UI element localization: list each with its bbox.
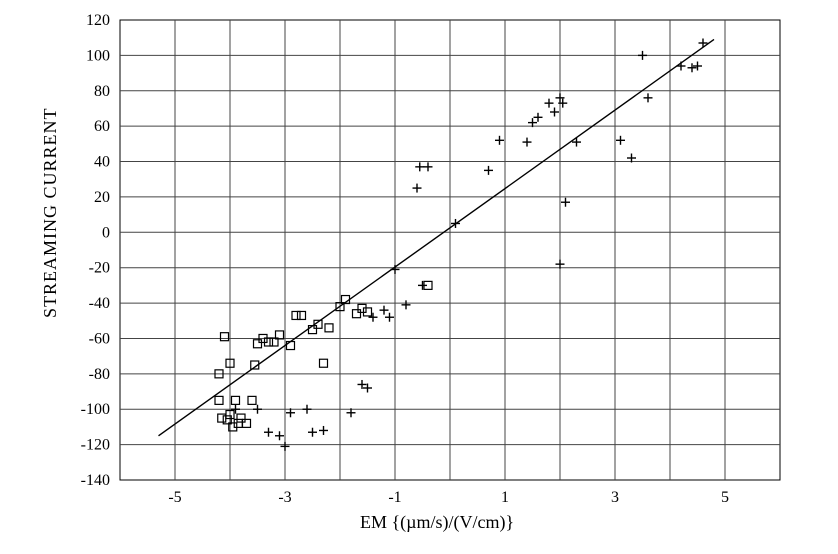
x-axis-label: EM {(µm/s)/(V/cm)}	[360, 512, 514, 533]
svg-text:20: 20	[94, 189, 110, 206]
svg-text:40: 40	[94, 154, 110, 171]
svg-text:-40: -40	[89, 295, 110, 312]
svg-text:-120: -120	[81, 437, 110, 454]
svg-text:-5: -5	[168, 489, 181, 506]
svg-text:60: 60	[94, 118, 110, 135]
y-axis-label: STREAMING CURRENT	[40, 107, 61, 318]
svg-text:0: 0	[102, 224, 110, 241]
svg-text:120: 120	[86, 12, 110, 29]
svg-text:-140: -140	[81, 472, 110, 489]
svg-text:-3: -3	[278, 489, 291, 506]
chart-canvas: -140 -120 -100 -80 -60 -40 -20 0 20 40 60 80 100 120 -…	[0, 0, 838, 554]
svg-text:3: 3	[611, 489, 619, 506]
svg-text:-1: -1	[388, 489, 401, 506]
scatter-chart: -140 -120 -100 -80 -60 -40 -20 0 20 40 60 80 100 120 -…	[0, 0, 838, 554]
svg-text:-100: -100	[81, 401, 110, 418]
svg-text:-80: -80	[89, 366, 110, 383]
svg-text:1: 1	[501, 489, 509, 506]
svg-text:80: 80	[94, 83, 110, 100]
svg-text:-20: -20	[89, 260, 110, 277]
svg-text:100: 100	[86, 47, 110, 64]
svg-text:5: 5	[721, 489, 729, 506]
svg-text:-60: -60	[89, 330, 110, 347]
